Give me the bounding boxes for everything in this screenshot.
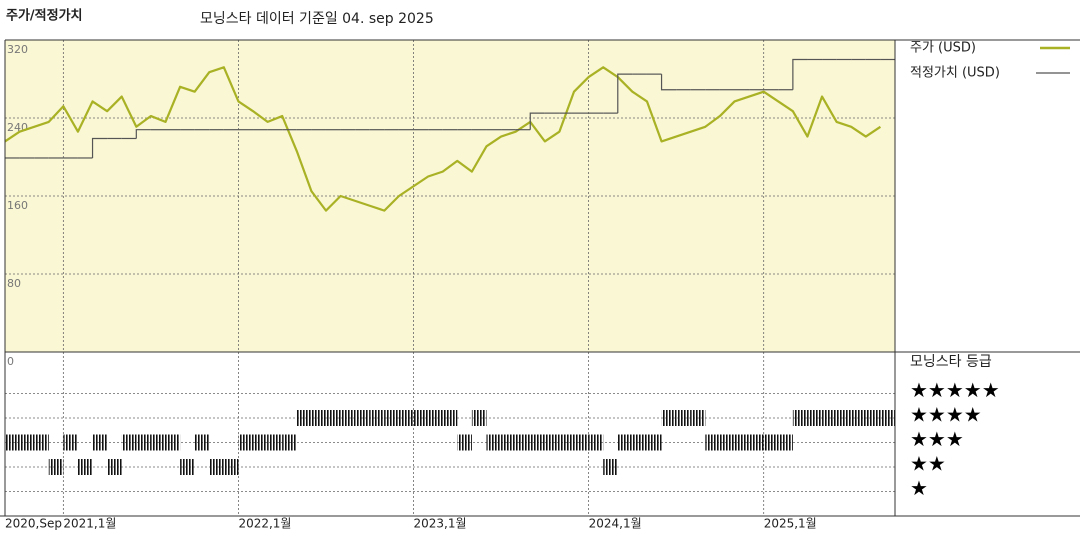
rating-bar bbox=[559, 434, 575, 451]
rating-bar bbox=[705, 434, 720, 451]
rating-bar bbox=[107, 459, 122, 475]
rating-bar bbox=[661, 410, 677, 426]
rating-bar bbox=[5, 434, 20, 451]
fair-value-step bbox=[529, 112, 545, 130]
rating-bar bbox=[34, 434, 49, 451]
rating-bar bbox=[865, 410, 881, 426]
x-tick-label: 2025,1월 bbox=[764, 517, 817, 531]
y-tick-label: 320 bbox=[7, 43, 28, 56]
rating-bar bbox=[676, 410, 691, 426]
rating-bar bbox=[238, 434, 254, 451]
rating-bar bbox=[398, 410, 414, 426]
rating-bar bbox=[267, 434, 283, 451]
rating-bar bbox=[48, 459, 64, 475]
rating-bar bbox=[471, 410, 487, 426]
rating-bar bbox=[355, 410, 370, 426]
rating-bar bbox=[880, 410, 895, 426]
fair-value-step bbox=[91, 137, 108, 158]
rating-bar bbox=[253, 434, 268, 451]
rating-label: ★★★ bbox=[910, 427, 964, 451]
fair-value-step bbox=[660, 74, 677, 91]
rating-bar bbox=[734, 434, 750, 451]
rating-bar bbox=[807, 410, 823, 426]
rating-bar bbox=[763, 434, 779, 451]
rating-label: ★ bbox=[910, 476, 928, 500]
rating-bar bbox=[92, 434, 108, 451]
rating-bar bbox=[311, 410, 326, 426]
fair-value-step bbox=[135, 129, 151, 139]
rating-bar bbox=[296, 410, 312, 426]
rating-bar bbox=[749, 434, 764, 451]
rating-bar bbox=[574, 434, 589, 451]
rating-bar bbox=[822, 410, 837, 426]
rating-bar bbox=[325, 410, 341, 426]
price-line bbox=[4, 66, 882, 212]
rating-label: ★★ bbox=[910, 452, 946, 476]
rating-bar bbox=[136, 434, 151, 451]
x-tick-label: 2020,Sep bbox=[5, 517, 62, 531]
rating-bar bbox=[530, 434, 545, 451]
y-tick-label: 80 bbox=[7, 277, 21, 290]
marks: 주가 (USD)적정가치 (USD)★★★★★★★★★★★★★★★ bbox=[4, 41, 1070, 500]
y-tick-label: 0 bbox=[7, 355, 14, 368]
rating-bar bbox=[180, 459, 195, 475]
x-tick-label: 2022,1월 bbox=[238, 517, 291, 531]
rating-bar bbox=[194, 434, 210, 451]
rating-bar bbox=[617, 434, 633, 451]
rating-title: 모닝스타 등급 bbox=[910, 354, 992, 370]
x-tick-label: 2021,1월 bbox=[63, 517, 116, 531]
rating-bar bbox=[63, 434, 78, 451]
rating-bar bbox=[442, 410, 458, 426]
rating-bar bbox=[19, 434, 35, 451]
rating-bar bbox=[632, 434, 647, 451]
legend-label: 적정가치 (USD) bbox=[910, 66, 1000, 81]
rating-bar bbox=[501, 434, 516, 451]
rating-bar bbox=[121, 434, 137, 451]
rating-bar bbox=[851, 410, 866, 426]
rating-bar bbox=[369, 410, 385, 426]
rating-bar bbox=[77, 459, 93, 475]
rating-bar bbox=[457, 434, 472, 451]
x-tick-label: 2023,1월 bbox=[414, 517, 467, 531]
rating-bar bbox=[544, 434, 560, 451]
rating-bar bbox=[778, 434, 793, 451]
rating-label: ★★★★★ bbox=[910, 378, 1000, 402]
chart-subtitle: 모닝스타 데이터 기준일 04. sep 2025 bbox=[200, 11, 434, 27]
rating-label: ★★★★ bbox=[910, 403, 982, 427]
rating-bar bbox=[646, 434, 662, 451]
rating-bar bbox=[486, 434, 502, 451]
rating-bar bbox=[413, 410, 429, 426]
fair-value-step bbox=[617, 73, 633, 114]
x-tick-label: 2024,1월 bbox=[589, 517, 642, 531]
rating-bar bbox=[165, 434, 181, 451]
rating-bar bbox=[282, 434, 297, 451]
rating-bar bbox=[384, 410, 399, 426]
legend-label: 주가 (USD) bbox=[910, 41, 976, 56]
rating-bar bbox=[209, 459, 224, 475]
rating-bar bbox=[515, 434, 531, 451]
rating-bar bbox=[428, 410, 443, 426]
rating-bar bbox=[719, 434, 735, 451]
rating-bar bbox=[836, 410, 852, 426]
rating-bar bbox=[223, 459, 239, 475]
rating-bar bbox=[603, 459, 618, 475]
fair-value-step bbox=[792, 58, 808, 90]
rating-bar bbox=[588, 434, 604, 451]
rating-bar bbox=[792, 410, 808, 426]
rating-bar bbox=[150, 434, 166, 451]
chart-title: 주가/적정가치 bbox=[6, 8, 83, 24]
y-tick-label: 160 bbox=[7, 199, 28, 212]
rating-bar bbox=[690, 410, 706, 426]
rating-bar bbox=[340, 410, 356, 426]
